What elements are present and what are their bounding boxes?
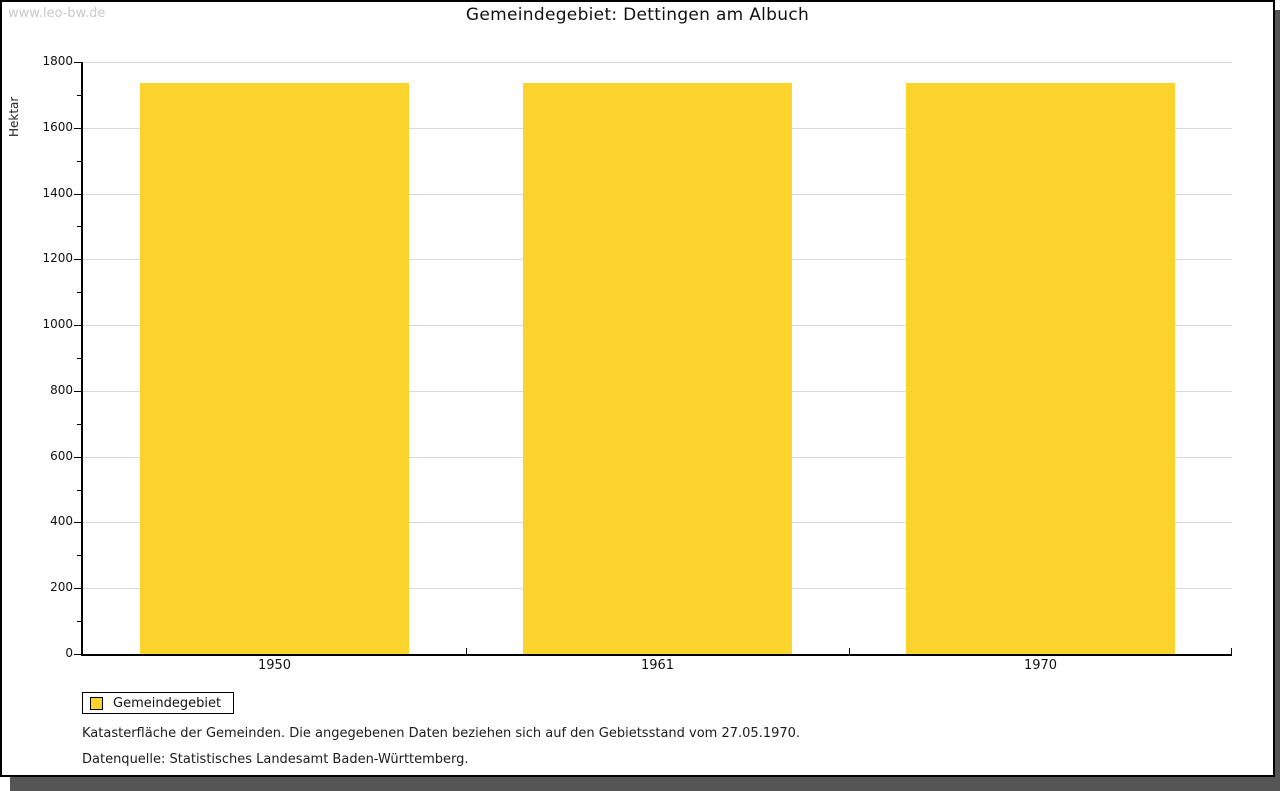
y-tick-label-1200: 1200 [42, 251, 73, 266]
footnote-source-description: Katasterfläche der Gemeinden. Die angege… [82, 726, 801, 741]
y-minor-tick-1100 [77, 292, 81, 294]
y-tick-label-400: 400 [50, 514, 73, 529]
watermark: www.leo-bw.de [8, 6, 106, 21]
plot-area: 0 200 400 600 800 1000 1200 1400 1600 1800 1950 196… [42, 54, 1232, 673]
y-minor-tick-1500 [77, 160, 81, 162]
y-major-tick-1800 [74, 62, 81, 63]
x-tick-label-1961: 1961 [640, 658, 675, 673]
bar-1961 [523, 83, 792, 654]
y-major-tick-400 [74, 522, 81, 524]
gridline-1800 [83, 62, 1232, 63]
y-major-tick-800 [74, 390, 81, 392]
chart-frame: www.leo-bw.de Gemeindegebiet: Dettingen … [0, 0, 1275, 777]
y-minor-tick-900 [77, 358, 81, 359]
y-tick-label-1600: 1600 [42, 119, 73, 134]
y-minor-tick-300 [77, 555, 81, 557]
y-major-tick-0 [74, 654, 81, 655]
y-major-tick-200 [74, 588, 81, 590]
legend-swatch [90, 696, 103, 710]
bar-1950 [140, 83, 409, 654]
y-minor-tick-100 [77, 621, 81, 623]
legend-box: Gemeindegebiet [82, 692, 235, 714]
x-axis-end-tick [1231, 648, 1232, 654]
y-minor-tick-500 [77, 489, 81, 491]
y-tick-label-1400: 1400 [42, 185, 73, 200]
y-axis-label: Hektar [7, 96, 21, 137]
y-tick-label-200: 200 [50, 580, 73, 595]
y-major-tick-1200 [74, 259, 81, 261]
chart-title: Gemeindegebiet: Dettingen am Albuch [465, 5, 810, 25]
y-tick-label-800: 800 [50, 382, 73, 397]
bar-1970 [906, 83, 1175, 654]
y-minor-tick-1300 [77, 226, 81, 228]
y-major-tick-1000 [74, 325, 81, 327]
frame-shadow-right [1275, 10, 1280, 791]
y-tick-label-1000: 1000 [42, 317, 73, 332]
x-tick-label-1950: 1950 [257, 658, 292, 673]
x-boundary-tick-1 [466, 648, 467, 654]
frame-shadow-bottom [10, 777, 1280, 791]
y-major-tick-1600 [74, 127, 81, 129]
x-boundary-tick-2 [849, 648, 850, 654]
y-major-tick-600 [74, 456, 81, 458]
x-tick-label-1970: 1970 [1023, 658, 1058, 673]
y-major-tick-1400 [74, 193, 81, 195]
y-tick-label-1800: 1800 [42, 54, 73, 68]
y-minor-tick-700 [77, 423, 81, 425]
y-tick-label-0: 0 [65, 646, 73, 660]
footnote-data-source: Datenquelle: Statistisches Landesamt Bad… [82, 752, 469, 767]
y-minor-tick-1700 [77, 94, 81, 96]
y-tick-label-600: 600 [50, 448, 73, 463]
legend-label: Gemeindegebiet [113, 695, 222, 711]
